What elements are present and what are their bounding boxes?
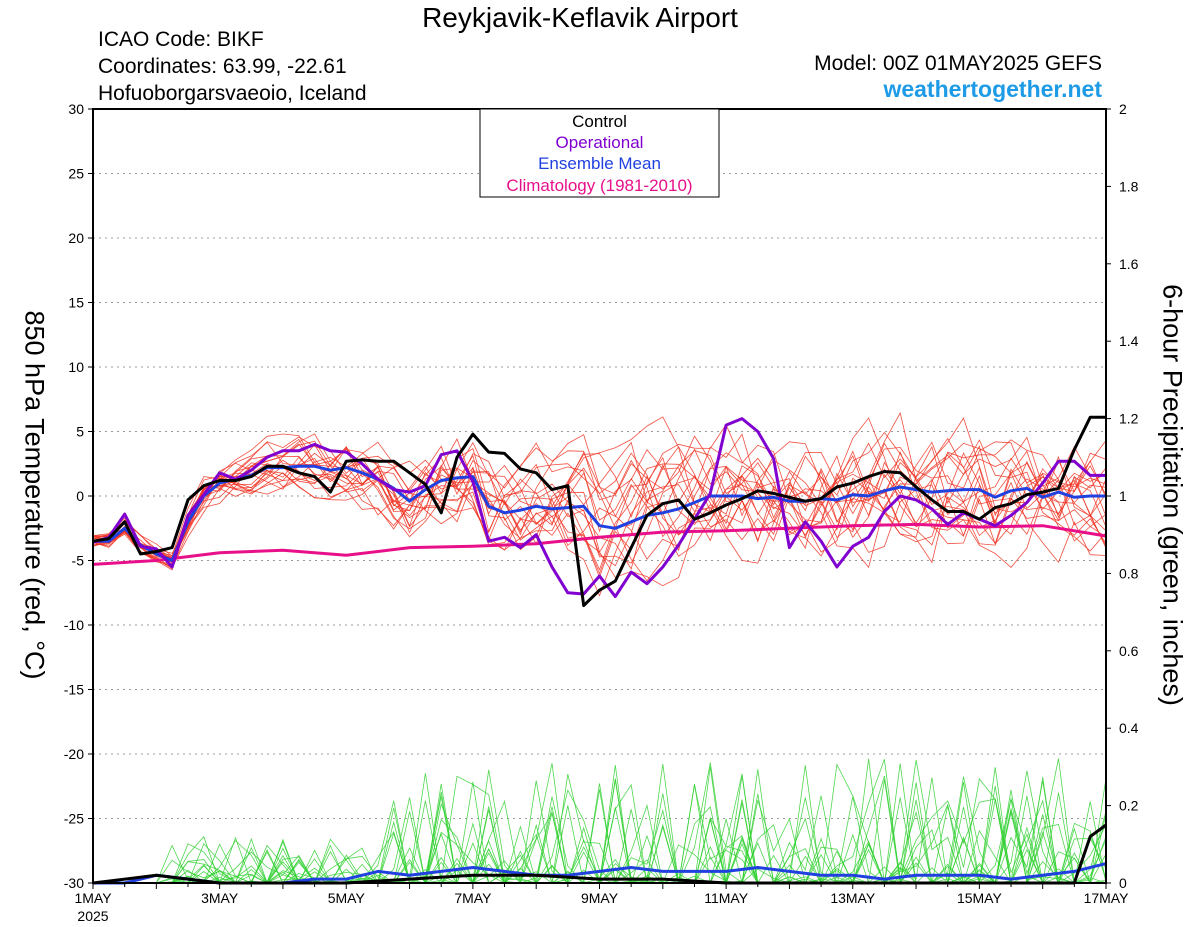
legend-entry-climatology: Climatology (1981-2010) — [506, 176, 692, 195]
temperature-member-line — [92, 442, 1107, 570]
x-tick-label: 15MAY — [957, 890, 1003, 906]
temperature-member-line — [92, 455, 1107, 567]
temperature-member-line — [92, 447, 1107, 575]
temperature-member-line — [92, 450, 1107, 579]
y-tick-label: -25 — [64, 811, 84, 827]
y-tick-label: 30 — [68, 101, 84, 117]
precipitation-members — [93, 758, 1107, 885]
y2-tick-label: 0 — [1119, 875, 1127, 891]
y2-tick-label: 2 — [1119, 101, 1127, 117]
temperature-member-line — [92, 433, 1107, 587]
y2-tick-label: 1.6 — [1119, 256, 1139, 272]
y-tick-label: 10 — [68, 359, 84, 375]
x-tick-label: 5MAY — [328, 890, 366, 906]
temperature-member-line — [92, 438, 1107, 564]
y-tick-label: -20 — [64, 746, 84, 762]
temperature-member-line — [92, 433, 1107, 559]
icao-code-label: ICAO Code: BIKF — [98, 28, 264, 51]
temperature-member-line — [92, 416, 1107, 569]
y2-tick-label: 0.4 — [1119, 720, 1139, 736]
x-tick-label: 11MAY — [704, 890, 748, 906]
y-tick-label: -10 — [64, 617, 84, 633]
y2-tick-label: 0.8 — [1119, 565, 1139, 581]
y-tick-label: 0 — [76, 488, 84, 504]
model-run-label: Model: 00Z 01MAY2025 GEFS — [814, 52, 1102, 75]
temperature-member-line — [92, 411, 1107, 597]
y-tick-label: 5 — [76, 424, 84, 440]
x-tick-label: 1MAY — [74, 890, 112, 906]
operational-line — [92, 417, 1106, 599]
x-tick-label: 3MAY — [201, 890, 239, 906]
coordinates-label: Coordinates: 63.99, -22.61 — [98, 55, 347, 78]
temperature-member-line — [92, 441, 1107, 571]
climatology-line — [92, 522, 1107, 566]
temperature-member-line — [92, 442, 1107, 571]
y2-tick-label: 1 — [1119, 488, 1127, 504]
x-tick-sublabel: 2025 — [77, 908, 108, 924]
grid-lines — [93, 173, 1106, 819]
y-tick-label: 25 — [68, 166, 84, 182]
legend-entry-ensemble-mean: Ensemble Mean — [538, 154, 661, 173]
x-tick-label: 9MAY — [581, 890, 619, 906]
y2-tick-label: 1.4 — [1119, 333, 1139, 349]
legend-entry-control: Control — [572, 112, 627, 131]
y2-tick-label: 0.2 — [1119, 798, 1139, 814]
location-label: Hofuoborgarsvaeoio, Iceland — [98, 82, 367, 105]
site-watermark[interactable]: weathertogether.net — [883, 76, 1102, 102]
temperature-member-line — [92, 417, 1107, 561]
legend-box — [479, 108, 720, 198]
x-tick-label: 13MAY — [830, 890, 876, 906]
y2-tick-label: 1.8 — [1119, 178, 1139, 194]
temperature-member-line — [92, 439, 1107, 556]
y-tick-label: -30 — [64, 875, 84, 891]
precipitation-member-line — [93, 778, 1107, 885]
y2-tick-label: 1.2 — [1119, 411, 1139, 427]
y2-tick-label: 0.6 — [1119, 643, 1139, 659]
legend: Control Operational Ensemble Mean Climat… — [479, 108, 720, 198]
x-tick-label: 17MAY — [1084, 890, 1130, 906]
y-tick-label: 20 — [68, 230, 84, 246]
temperature-member-line — [92, 441, 1107, 565]
y-tick-label: -15 — [64, 682, 84, 698]
y-tick-label: 15 — [68, 295, 84, 311]
chart-title: Reykjavik-Keflavik Airport — [422, 2, 738, 33]
y-tick-label: -5 — [72, 553, 85, 569]
control-line — [92, 415, 1106, 608]
x-tick-label: 7MAY — [454, 890, 492, 906]
legend-entry-operational: Operational — [556, 133, 644, 152]
temperature-members — [92, 411, 1107, 597]
